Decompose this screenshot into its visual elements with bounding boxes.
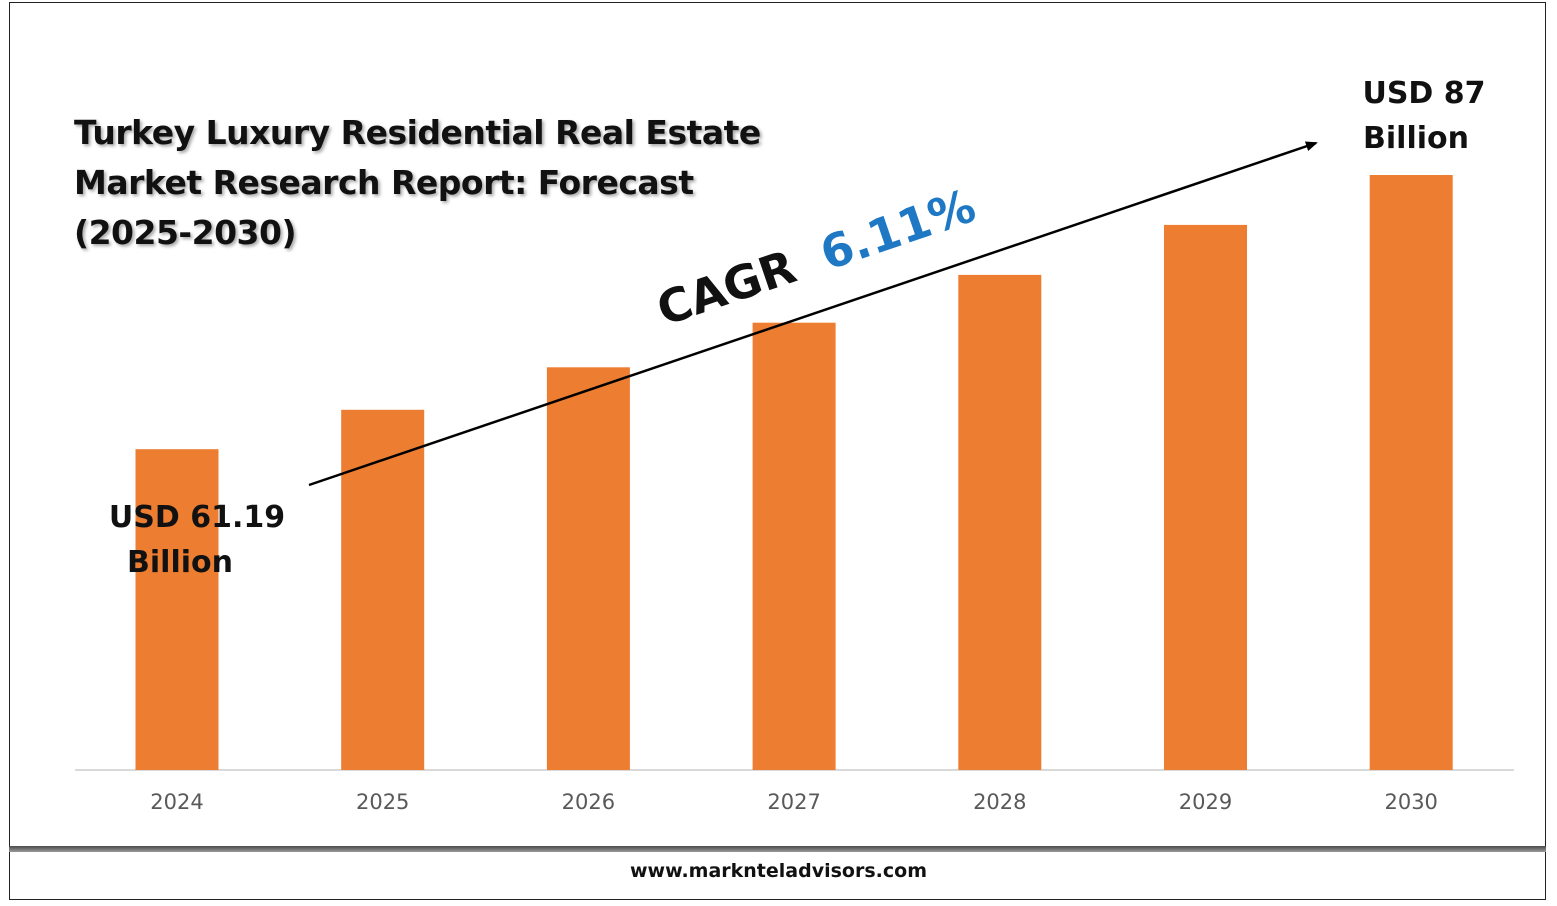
bar-2024 [135, 449, 219, 770]
footer-divider [9, 846, 1546, 852]
cagr-prefix: CAGR [650, 239, 802, 336]
x-tick-label-2029: 2029 [1179, 790, 1232, 814]
x-tick-label-2028: 2028 [973, 790, 1026, 814]
bar-2027 [752, 322, 836, 770]
bar-2030 [1369, 175, 1453, 770]
bar-2029 [1164, 224, 1247, 770]
cagr-trend-arrow [308, 141, 1318, 487]
footer-url: www.marknteladvisors.com [630, 860, 927, 882]
x-tick-label-2026: 2026 [562, 790, 615, 814]
end-value-label-line2: Billion [1363, 121, 1469, 156]
x-tick-label-2024: 2024 [150, 790, 203, 814]
bar-2026 [546, 367, 630, 770]
x-tick-label-2027: 2027 [767, 790, 820, 814]
end-value-label-line1: USD 87 [1362, 76, 1485, 111]
start-value-label-line2: Billion [127, 545, 233, 580]
chart-title: Turkey Luxury Residential Real Estate Ma… [74, 113, 761, 252]
bar-2025 [341, 409, 425, 770]
x-tick-label-2025: 2025 [356, 790, 409, 814]
x-tick-label-2030: 2030 [1384, 790, 1437, 814]
bar-2028 [958, 274, 1042, 770]
start-value-label-line1: USD 61.19 [109, 500, 285, 535]
